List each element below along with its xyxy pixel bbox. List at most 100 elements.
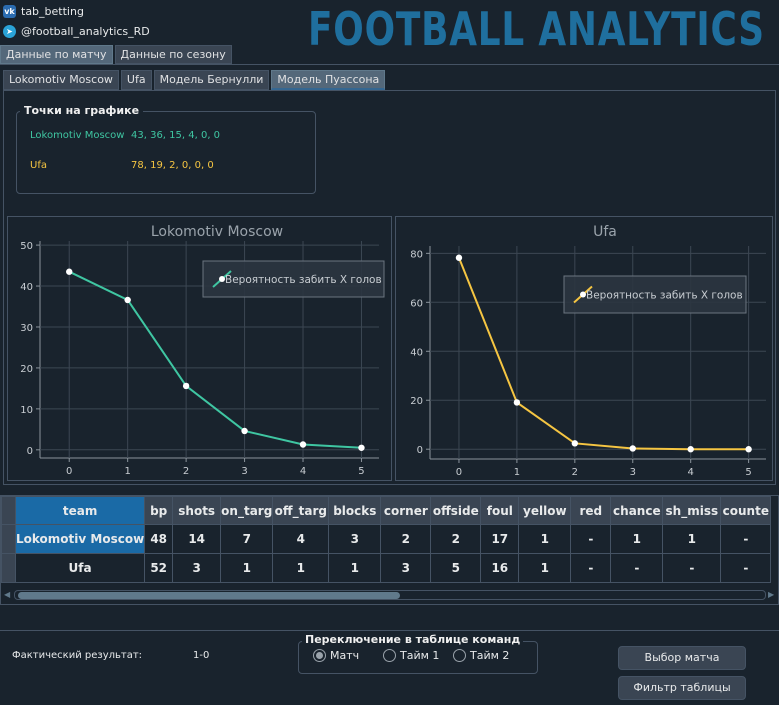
stat-cell[interactable]: 1	[518, 553, 572, 583]
data-point	[571, 440, 579, 447]
data-point	[66, 268, 73, 275]
tab-bernoulli[interactable]: Модель Бернулли	[153, 70, 270, 90]
x-tick-label: 4	[300, 466, 306, 477]
column-header-on_targ[interactable]: on_targ	[220, 496, 274, 525]
column-header-counte[interactable]: counte	[720, 496, 772, 525]
scroll-left-icon[interactable]: ◀	[4, 590, 11, 599]
column-header-red[interactable]: red	[570, 496, 612, 525]
stat-cell[interactable]: -	[610, 553, 664, 583]
scroll-right-icon[interactable]: ▶	[768, 590, 775, 599]
data-point	[358, 444, 365, 451]
stat-cell[interactable]: 1	[328, 553, 382, 583]
points-title: Точки на графике	[20, 104, 144, 117]
stat-cell[interactable]: -	[720, 553, 772, 583]
column-header-off_targ[interactable]: off_targ	[272, 496, 330, 525]
select-match-button[interactable]: Выбор матча	[618, 646, 746, 670]
telegram-link[interactable]: ➤ @football_analytics_RD	[3, 22, 150, 40]
legend-label: Вероятность забить X голов	[586, 290, 743, 302]
table-corner	[1, 496, 16, 525]
stats-table: team bp shots on_targ off_targ blocks corner of…	[1, 496, 772, 583]
data-point	[687, 446, 694, 453]
chart-team1-frame	[7, 216, 392, 481]
telegram-handle: @football_analytics_RD	[21, 24, 150, 38]
stat-cell[interactable]: 52	[144, 553, 174, 583]
stat-cell[interactable]: 1	[518, 524, 572, 554]
data-point	[455, 254, 463, 261]
stat-cell[interactable]: 1	[272, 553, 330, 583]
x-tick-label: 0	[456, 467, 462, 478]
points-row-team2: Ufa 78, 19, 2, 0, 0, 0	[30, 160, 214, 171]
column-header-corner[interactable]: corner	[380, 496, 432, 525]
column-header-shots[interactable]: shots	[172, 496, 222, 525]
stat-cell[interactable]: 1	[662, 524, 722, 554]
data-point	[241, 427, 248, 435]
x-tick-label: 4	[688, 467, 694, 478]
scroll-thumb[interactable]	[18, 592, 400, 599]
table-hscrollbar[interactable]: ◀ ▶	[0, 588, 779, 602]
column-header-foul[interactable]: foul	[480, 496, 520, 525]
column-header-sh_miss[interactable]: sh_miss	[662, 496, 722, 525]
stat-cell[interactable]: 2	[430, 524, 482, 554]
stat-cell[interactable]: 1	[610, 524, 664, 554]
tab-team1[interactable]: Lokomotiv Moscow	[3, 70, 119, 90]
stat-cell[interactable]: 2	[380, 524, 432, 554]
footer-panel	[0, 630, 779, 705]
radio-half1[interactable]: Тайм 1	[383, 649, 439, 662]
radio-unchecked-icon[interactable]	[383, 649, 396, 662]
vk-link[interactable]: vk tab_betting	[3, 2, 84, 20]
stat-cell[interactable]: 4	[272, 524, 330, 554]
stat-cell[interactable]: 16	[480, 553, 520, 583]
stat-cell[interactable]: 7	[220, 524, 274, 554]
column-header-offside[interactable]: offside	[430, 496, 482, 525]
y-tick-label: 80	[410, 249, 423, 260]
x-tick-label: 5	[745, 467, 751, 478]
main-tabs: Данные по матчу Данные по сезону	[0, 45, 234, 64]
radio-half2[interactable]: Тайм 2	[453, 649, 509, 662]
x-tick-label: 2	[572, 467, 578, 478]
row-header-cell[interactable]	[1, 553, 16, 583]
column-header-blocks[interactable]: blocks	[328, 496, 382, 525]
stat-cell[interactable]: 17	[480, 524, 520, 554]
stat-cell[interactable]: 48	[144, 524, 174, 554]
points-group	[16, 111, 316, 194]
column-header-yellow[interactable]: yellow	[518, 496, 572, 525]
table-row[interactable]: Ufa 52 3 1 1 1 3 5 16 1- - - -	[1, 553, 772, 583]
stat-cell[interactable]: -	[570, 524, 612, 554]
y-tick-label: 0	[417, 445, 423, 456]
stat-cell[interactable]: -	[720, 524, 772, 554]
team-cell[interactable]: Ufa	[14, 553, 146, 583]
radio-label: Тайм 2	[470, 649, 510, 662]
legend-label: Вероятность забить X голов	[225, 274, 382, 286]
data-point	[124, 296, 131, 304]
table-row[interactable]: Lokomotiv Moscow 48 14 7 4 3 2 2 17 1-1 1-	[1, 524, 772, 554]
data-point	[513, 399, 521, 406]
stat-cell[interactable]: 3	[328, 524, 382, 554]
stat-cell[interactable]: 3	[380, 553, 432, 583]
stat-cell[interactable]: 3	[172, 553, 222, 583]
tab-season-data[interactable]: Данные по сезону	[114, 45, 232, 64]
filter-table-button[interactable]: Фильтр таблицы	[618, 676, 746, 700]
stat-cell[interactable]: -	[662, 553, 722, 583]
team-cell[interactable]: Lokomotiv Moscow	[14, 524, 146, 554]
legend-marker	[580, 291, 586, 298]
logo: FOOTBALL ANALYTICS	[308, 2, 765, 56]
tab-poisson[interactable]: Модель Пуассона	[271, 70, 386, 90]
vk-handle: tab_betting	[21, 4, 84, 18]
radio-match[interactable]: Матч	[313, 649, 359, 662]
stat-cell[interactable]: 14	[172, 524, 222, 554]
column-header-chance[interactable]: chance	[610, 496, 664, 525]
stat-cell[interactable]: -	[570, 553, 612, 583]
tab-team2[interactable]: Ufa	[120, 70, 152, 90]
y-tick-label: 0	[27, 446, 33, 457]
radio-unchecked-icon[interactable]	[453, 649, 466, 662]
row-header-cell[interactable]	[1, 524, 16, 554]
tab-match-data[interactable]: Данные по матчу	[0, 45, 113, 64]
stats-table-frame: team bp shots on_targ off_targ blocks corner of…	[0, 495, 779, 605]
chart-team1-title: Lokomotiv Moscow	[150, 224, 284, 240]
y-tick-label: 40	[20, 282, 33, 293]
column-header-bp[interactable]: bp	[144, 496, 174, 525]
stat-cell[interactable]: 5	[430, 553, 482, 583]
column-header-team[interactable]: team	[14, 496, 146, 525]
radio-checked-icon[interactable]	[313, 649, 326, 662]
stat-cell[interactable]: 1	[220, 553, 274, 583]
